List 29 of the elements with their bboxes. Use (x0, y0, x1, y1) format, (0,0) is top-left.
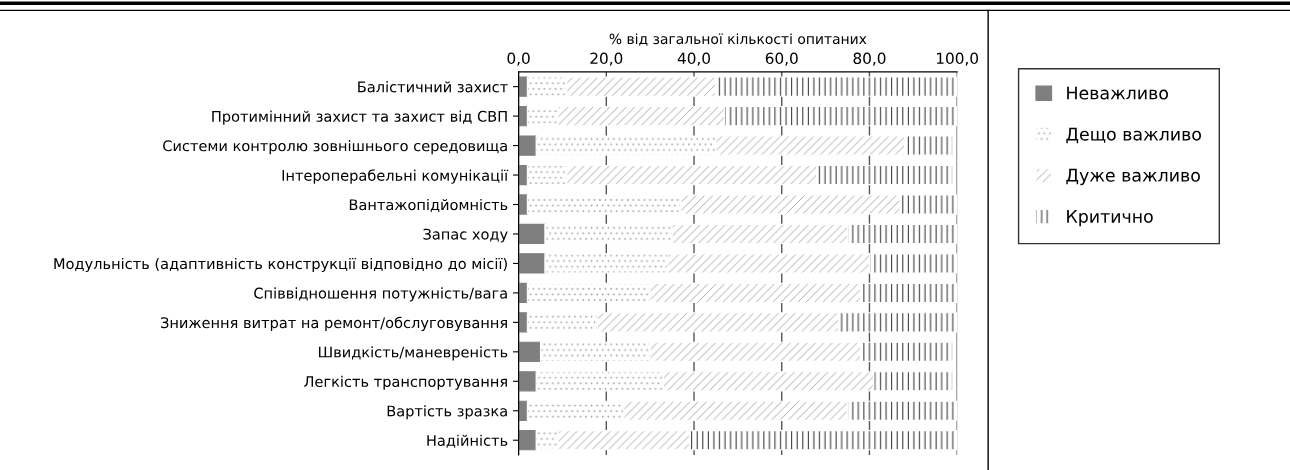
legend-label: Дуже важливо (1066, 168, 1200, 186)
bar (518, 135, 537, 156)
y-tick-label: Вартість зразка (387, 405, 507, 420)
y-tick-label: Швидкість/маневреність (319, 346, 508, 361)
bar (518, 371, 537, 392)
x-tick-label: 40,0 (677, 52, 711, 66)
y-tick-label: Системи контролю зовнішнього середовища (163, 140, 507, 155)
legend-label: Критично (1067, 209, 1153, 227)
bar (518, 223, 546, 245)
y-tick-label: Модульність (адаптивність конструкції відповідно до місії) (54, 257, 507, 273)
bar (518, 253, 546, 274)
x-tick-label: 100,0 (936, 52, 979, 66)
x-tick-label: 20,0 (590, 52, 623, 66)
legend-label: Неважливо (1067, 86, 1168, 100)
legend-label: Дещо важливо (1066, 127, 1201, 144)
y-tick-label: Запас ходу (423, 228, 508, 243)
x-axis-title: % від загальної кількості опитаних (609, 33, 867, 46)
y-tick-label: Вантажопідйомність (349, 198, 508, 213)
x-tick-label: 60,0 (765, 52, 798, 66)
y-tick-label: Надійність (427, 434, 508, 448)
y-tick-label: Співвідношення потужність/вага (254, 287, 507, 302)
x-tick-label: 0,0 (507, 52, 530, 66)
y-tick-label: Легкість транспортування (304, 375, 507, 390)
bar (518, 341, 542, 362)
y-tick-label: Зниження витрат на ремонт/обслуговування (161, 316, 507, 332)
y-tick-label: Інтероперабельні комунікації (282, 169, 509, 184)
y-tick-label: Балістичний захист (358, 81, 508, 93)
x-tick-label: 80,0 (853, 52, 886, 66)
y-tick-label: Протимінний захист та захист від СВП (212, 110, 507, 125)
